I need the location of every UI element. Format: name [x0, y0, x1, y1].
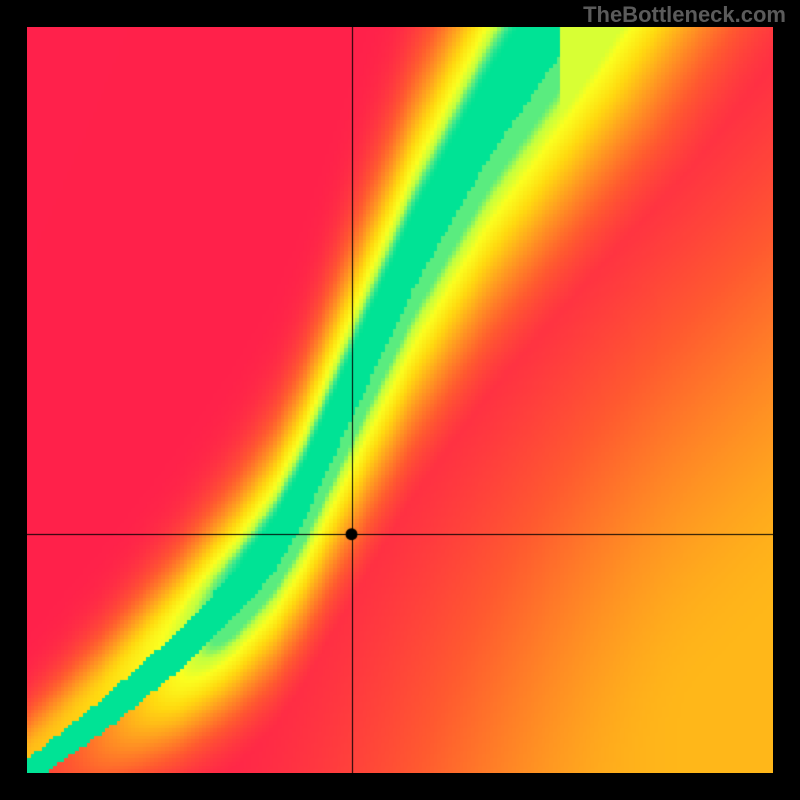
- heatmap-canvas: [27, 27, 773, 773]
- watermark-text: TheBottleneck.com: [583, 2, 786, 28]
- bottleneck-chart: TheBottleneck.com: [0, 0, 800, 800]
